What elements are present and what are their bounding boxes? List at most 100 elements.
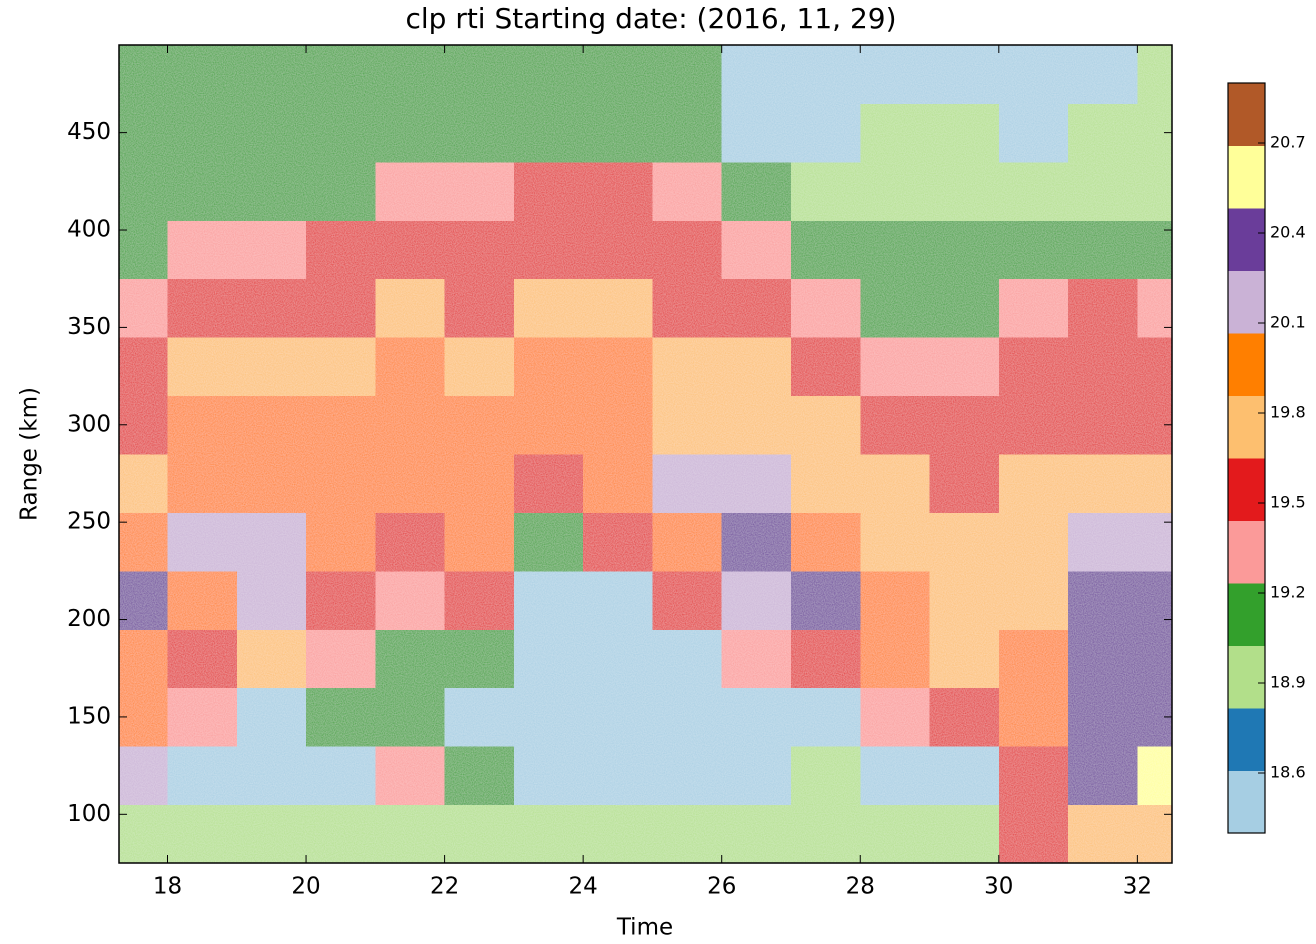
heat-cell xyxy=(860,161,931,221)
heat-cell xyxy=(790,687,861,747)
heat-cell xyxy=(444,454,515,513)
heat-cell xyxy=(375,454,446,513)
heat-cell xyxy=(790,337,861,397)
heat-cell xyxy=(513,687,584,747)
heat-cell xyxy=(119,746,168,806)
heat-cell xyxy=(306,103,376,163)
heat-cell xyxy=(652,395,723,455)
heat-cell xyxy=(1068,278,1138,338)
heat-cell xyxy=(167,278,238,338)
heat-cell xyxy=(721,337,792,397)
heat-cell xyxy=(929,45,1000,104)
heat-cell xyxy=(1137,629,1172,689)
colorbar-tick-label: 20.4 xyxy=(1270,223,1306,242)
heat-cell xyxy=(1068,454,1138,513)
heat-cell xyxy=(444,512,515,572)
heat-cell xyxy=(1068,512,1138,572)
heat-cell xyxy=(790,570,861,630)
heat-cell xyxy=(1068,161,1138,221)
heat-cell xyxy=(929,337,1000,397)
heat-cell xyxy=(652,220,723,280)
heat-cell xyxy=(998,629,1069,689)
heat-cell xyxy=(236,103,307,163)
heat-cell xyxy=(306,278,376,338)
heat-cell xyxy=(998,45,1069,104)
heat-cell xyxy=(998,220,1069,280)
heat-cell xyxy=(375,629,446,689)
heat-cell xyxy=(929,161,1000,221)
y-tick-label: 400 xyxy=(67,217,111,243)
heat-cell xyxy=(119,337,168,397)
heat-cell xyxy=(375,746,446,806)
heat-cell xyxy=(444,45,515,104)
heat-cell xyxy=(513,220,584,280)
heat-cell xyxy=(513,629,584,689)
colorbar-swatch xyxy=(1228,395,1265,459)
heat-cell xyxy=(444,103,515,163)
heat-cell xyxy=(167,687,238,747)
heat-cell xyxy=(998,161,1069,221)
heat-cell xyxy=(119,161,168,221)
heat-cell xyxy=(1137,454,1172,513)
heat-cell xyxy=(1068,570,1138,630)
heat-cell xyxy=(929,570,1000,630)
heat-cell xyxy=(652,454,723,513)
heat-cell xyxy=(444,804,515,863)
heat-cell xyxy=(583,220,653,280)
heat-cell xyxy=(513,161,584,221)
x-axis-label: Time xyxy=(616,915,673,941)
heat-cell xyxy=(721,220,792,280)
heat-cell xyxy=(444,161,515,221)
heat-cell xyxy=(929,220,1000,280)
heat-cell xyxy=(167,337,238,397)
heat-cell xyxy=(1137,161,1172,221)
heat-cell xyxy=(929,804,1000,863)
heat-cell xyxy=(860,570,931,630)
heat-cell xyxy=(444,395,515,455)
x-tick-label: 24 xyxy=(569,874,598,900)
heat-cell xyxy=(236,395,307,455)
heat-cell xyxy=(652,746,723,806)
heat-cell xyxy=(444,278,515,338)
heat-cell xyxy=(998,687,1069,747)
heat-cell xyxy=(583,337,653,397)
heat-cell xyxy=(790,746,861,806)
heat-cell xyxy=(929,278,1000,338)
x-tick-label: 30 xyxy=(984,874,1013,900)
heat-cell xyxy=(1137,746,1172,806)
heat-cell xyxy=(444,337,515,397)
colorbar-tick-label: 19.2 xyxy=(1270,583,1306,602)
heat-cell xyxy=(790,454,861,513)
heat-cell xyxy=(790,395,861,455)
heat-cell xyxy=(721,278,792,338)
heat-cell xyxy=(790,103,861,163)
heat-cell xyxy=(860,804,931,863)
heat-cell xyxy=(721,161,792,221)
heat-cell xyxy=(583,804,653,863)
heat-cell xyxy=(236,746,307,806)
heat-cell xyxy=(236,629,307,689)
heat-cell xyxy=(236,454,307,513)
heat-cell xyxy=(236,278,307,338)
colorbar xyxy=(1228,83,1265,834)
heat-cell xyxy=(583,103,653,163)
heat-cell xyxy=(929,687,1000,747)
colorbar-swatch xyxy=(1228,458,1265,521)
heat-cell xyxy=(652,337,723,397)
heat-cell xyxy=(306,512,376,572)
heat-cell xyxy=(860,103,931,163)
heat-cell xyxy=(1068,337,1138,397)
heat-cell xyxy=(375,220,446,280)
heat-cell xyxy=(119,804,168,863)
y-tick-label: 250 xyxy=(67,509,111,535)
heat-cell xyxy=(860,45,931,104)
heat-cell xyxy=(513,337,584,397)
heat-cell xyxy=(652,804,723,863)
heat-cell xyxy=(652,629,723,689)
heat-cell xyxy=(860,220,931,280)
x-tick-label: 28 xyxy=(846,874,875,900)
heat-cell xyxy=(721,512,792,572)
heat-cell xyxy=(119,395,168,455)
heat-cell xyxy=(652,512,723,572)
heat-cell xyxy=(929,103,1000,163)
